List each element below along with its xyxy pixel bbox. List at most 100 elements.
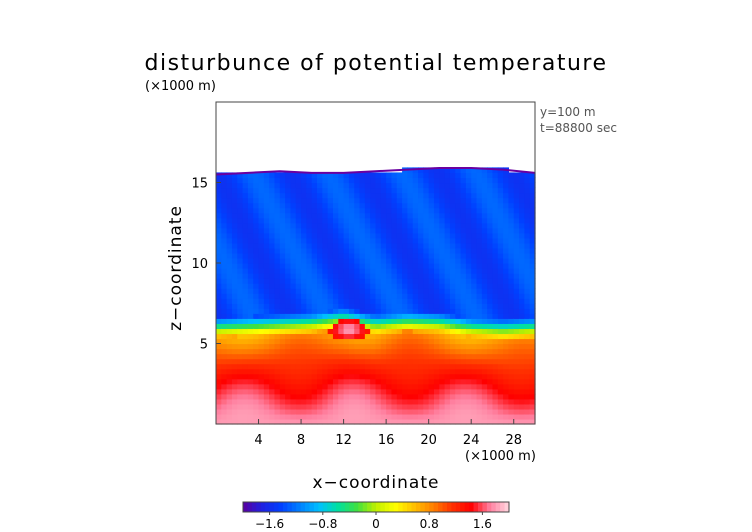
field-cell [460, 308, 467, 314]
field-cell [258, 403, 265, 410]
field-cell [508, 187, 515, 194]
field-cell [216, 237, 222, 244]
field-cell [274, 182, 281, 189]
field-cell [428, 293, 435, 299]
field-cell [391, 343, 398, 350]
field-cell [306, 232, 313, 239]
field-cell [221, 242, 228, 249]
field-cell [460, 343, 467, 350]
field-cell [449, 192, 456, 199]
field-cell [226, 388, 233, 395]
field-cell [253, 398, 260, 405]
field-cell [221, 187, 228, 194]
field-cell [306, 263, 313, 269]
field-cell [258, 283, 265, 289]
field-cell [402, 222, 408, 229]
field-cell [231, 278, 238, 284]
field-cell [519, 237, 525, 244]
field-cell [497, 348, 504, 355]
field-cell [407, 348, 414, 355]
field-cell [439, 257, 446, 264]
field-cell [338, 398, 345, 405]
field-cell [418, 268, 424, 274]
field-cell [322, 212, 329, 219]
field-cell [269, 288, 276, 294]
field-cell [407, 398, 414, 405]
field-cell [263, 313, 270, 319]
field-cell [460, 323, 467, 330]
field-cell [258, 408, 265, 415]
field-cell [242, 268, 249, 274]
field-cell [508, 353, 515, 360]
chart-title: disturbunce of potential temperature [145, 51, 608, 76]
field-cell [508, 182, 515, 189]
field-cell [402, 358, 408, 365]
field-cell [428, 398, 435, 405]
field-cell [519, 273, 525, 279]
field-cell [322, 323, 329, 330]
field-cell [444, 358, 451, 365]
field-cell [258, 303, 265, 309]
field-cell [481, 288, 488, 294]
field-cell [274, 217, 281, 224]
field-cell [487, 177, 494, 184]
field-cell [332, 263, 339, 269]
field-cell [444, 413, 451, 420]
field-cell [423, 197, 430, 204]
field-cell [412, 368, 419, 375]
field-cell [524, 242, 531, 249]
field-cell [439, 368, 446, 375]
field-cell [465, 303, 472, 309]
field-cell [529, 388, 536, 395]
field-cell [306, 403, 313, 410]
field-cell [237, 273, 244, 279]
field-cell [503, 398, 510, 405]
field-cell [471, 293, 478, 299]
field-cell [513, 338, 520, 345]
field-cell [444, 308, 451, 314]
field-cell [503, 293, 510, 299]
field-cell [508, 283, 515, 289]
field-cell [247, 187, 254, 194]
field-cell [481, 232, 488, 239]
field-cell [253, 323, 260, 330]
field-cell [503, 263, 510, 269]
field-cell [487, 252, 494, 259]
field-cell [295, 257, 302, 264]
field-cell [242, 408, 249, 415]
field-cell [247, 358, 254, 365]
field-cell [380, 408, 387, 415]
field-cell [412, 247, 419, 254]
field-cell [423, 343, 430, 350]
field-cell [386, 378, 393, 385]
field-cell [354, 182, 361, 189]
colorbar-segment [243, 502, 248, 512]
field-cell [354, 298, 361, 304]
field-cell [402, 252, 408, 259]
field-cell [508, 207, 515, 214]
field-cell [428, 273, 435, 279]
field-cell [306, 182, 313, 189]
field-cell [338, 278, 345, 284]
field-cell [428, 413, 435, 420]
field-cell [226, 408, 233, 415]
field-cell [343, 368, 350, 375]
field-cell [444, 252, 451, 259]
colorbar-segment [469, 502, 475, 512]
field-cell [465, 348, 472, 355]
field-cell [423, 182, 430, 189]
field-cell [295, 237, 302, 244]
field-cell [338, 333, 345, 340]
field-cell [402, 303, 408, 309]
field-cell [285, 182, 292, 189]
field-cell [370, 338, 377, 345]
field-cell [354, 353, 361, 360]
field-cell [386, 197, 393, 204]
colorbar-segment [327, 502, 333, 512]
field-cell [348, 257, 355, 264]
field-cell [455, 328, 462, 335]
field-cell [332, 353, 339, 360]
field-cell [279, 192, 286, 199]
field-cell [423, 358, 430, 365]
field-cell [391, 293, 398, 299]
